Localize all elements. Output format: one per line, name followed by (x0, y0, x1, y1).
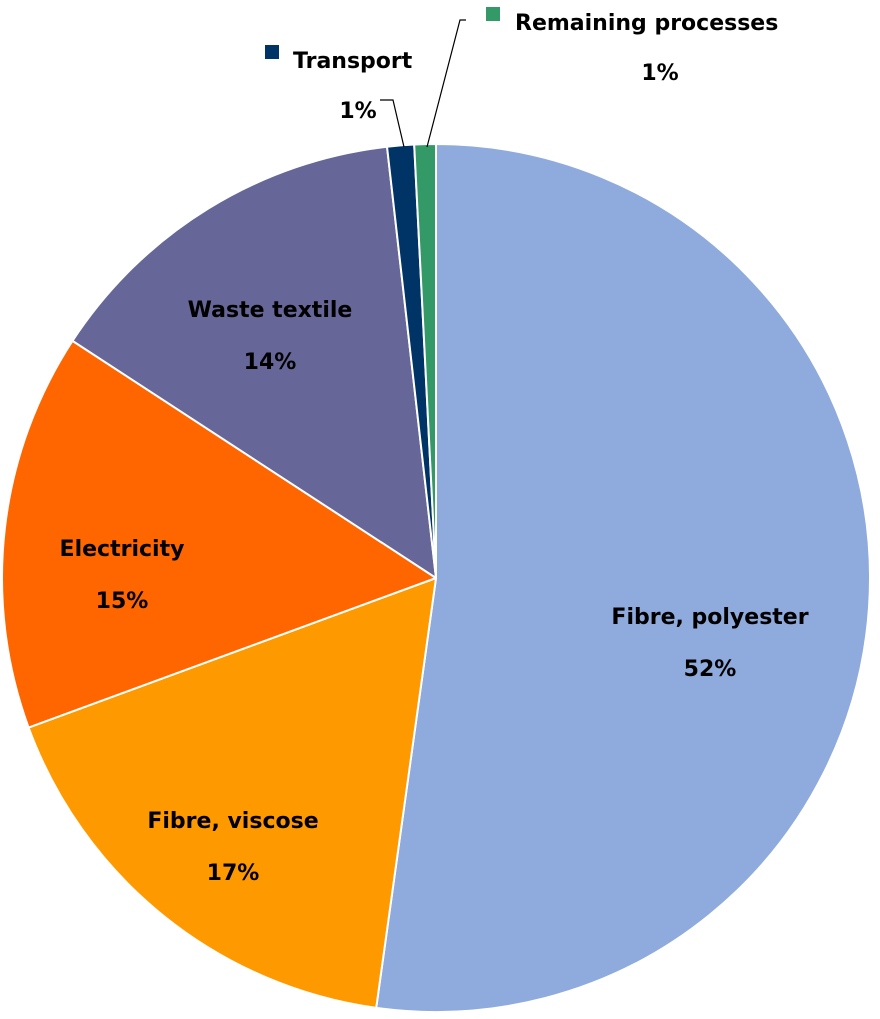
slice-value-fibre-viscose: 17% (207, 861, 260, 886)
slice-label-fibre-viscose: Fibre, viscose (147, 809, 318, 834)
pie-slice-electricity (0, 339, 437, 729)
legend-swatch-transport (265, 45, 279, 59)
slice-value-electricity: 15% (96, 589, 149, 614)
slice-value-remaining-processes: 1% (641, 61, 678, 86)
slice-label-electricity: Electricity (60, 537, 185, 562)
pie-slice-fibre-polyester (375, 143, 871, 1013)
pie-slices (0, 143, 871, 1013)
leader-line-remaining-processes (426, 19, 466, 148)
slice-value-waste-textile: 14% (244, 350, 297, 375)
leader-lines (380, 19, 466, 148)
legend-swatch-remaining-processes (486, 7, 500, 21)
slice-value-transport: 1% (339, 99, 376, 124)
slice-label-transport: Transport (293, 49, 413, 74)
leader-line-transport (380, 99, 405, 148)
pie-slice-remaining-processes (413, 143, 437, 579)
slice-labels: Fibre, polyester 52% Fibre, viscose 17% Elec… (60, 7, 809, 886)
slice-label-remaining-processes: Remaining processes (515, 11, 778, 36)
pie-slice-fibre-viscose (27, 577, 437, 1009)
slice-label-waste-textile: Waste textile (188, 298, 353, 323)
slice-label-fibre-polyester: Fibre, polyester (611, 605, 808, 630)
slice-value-fibre-polyester: 52% (684, 657, 737, 682)
pie-slice-waste-textile (71, 145, 437, 579)
